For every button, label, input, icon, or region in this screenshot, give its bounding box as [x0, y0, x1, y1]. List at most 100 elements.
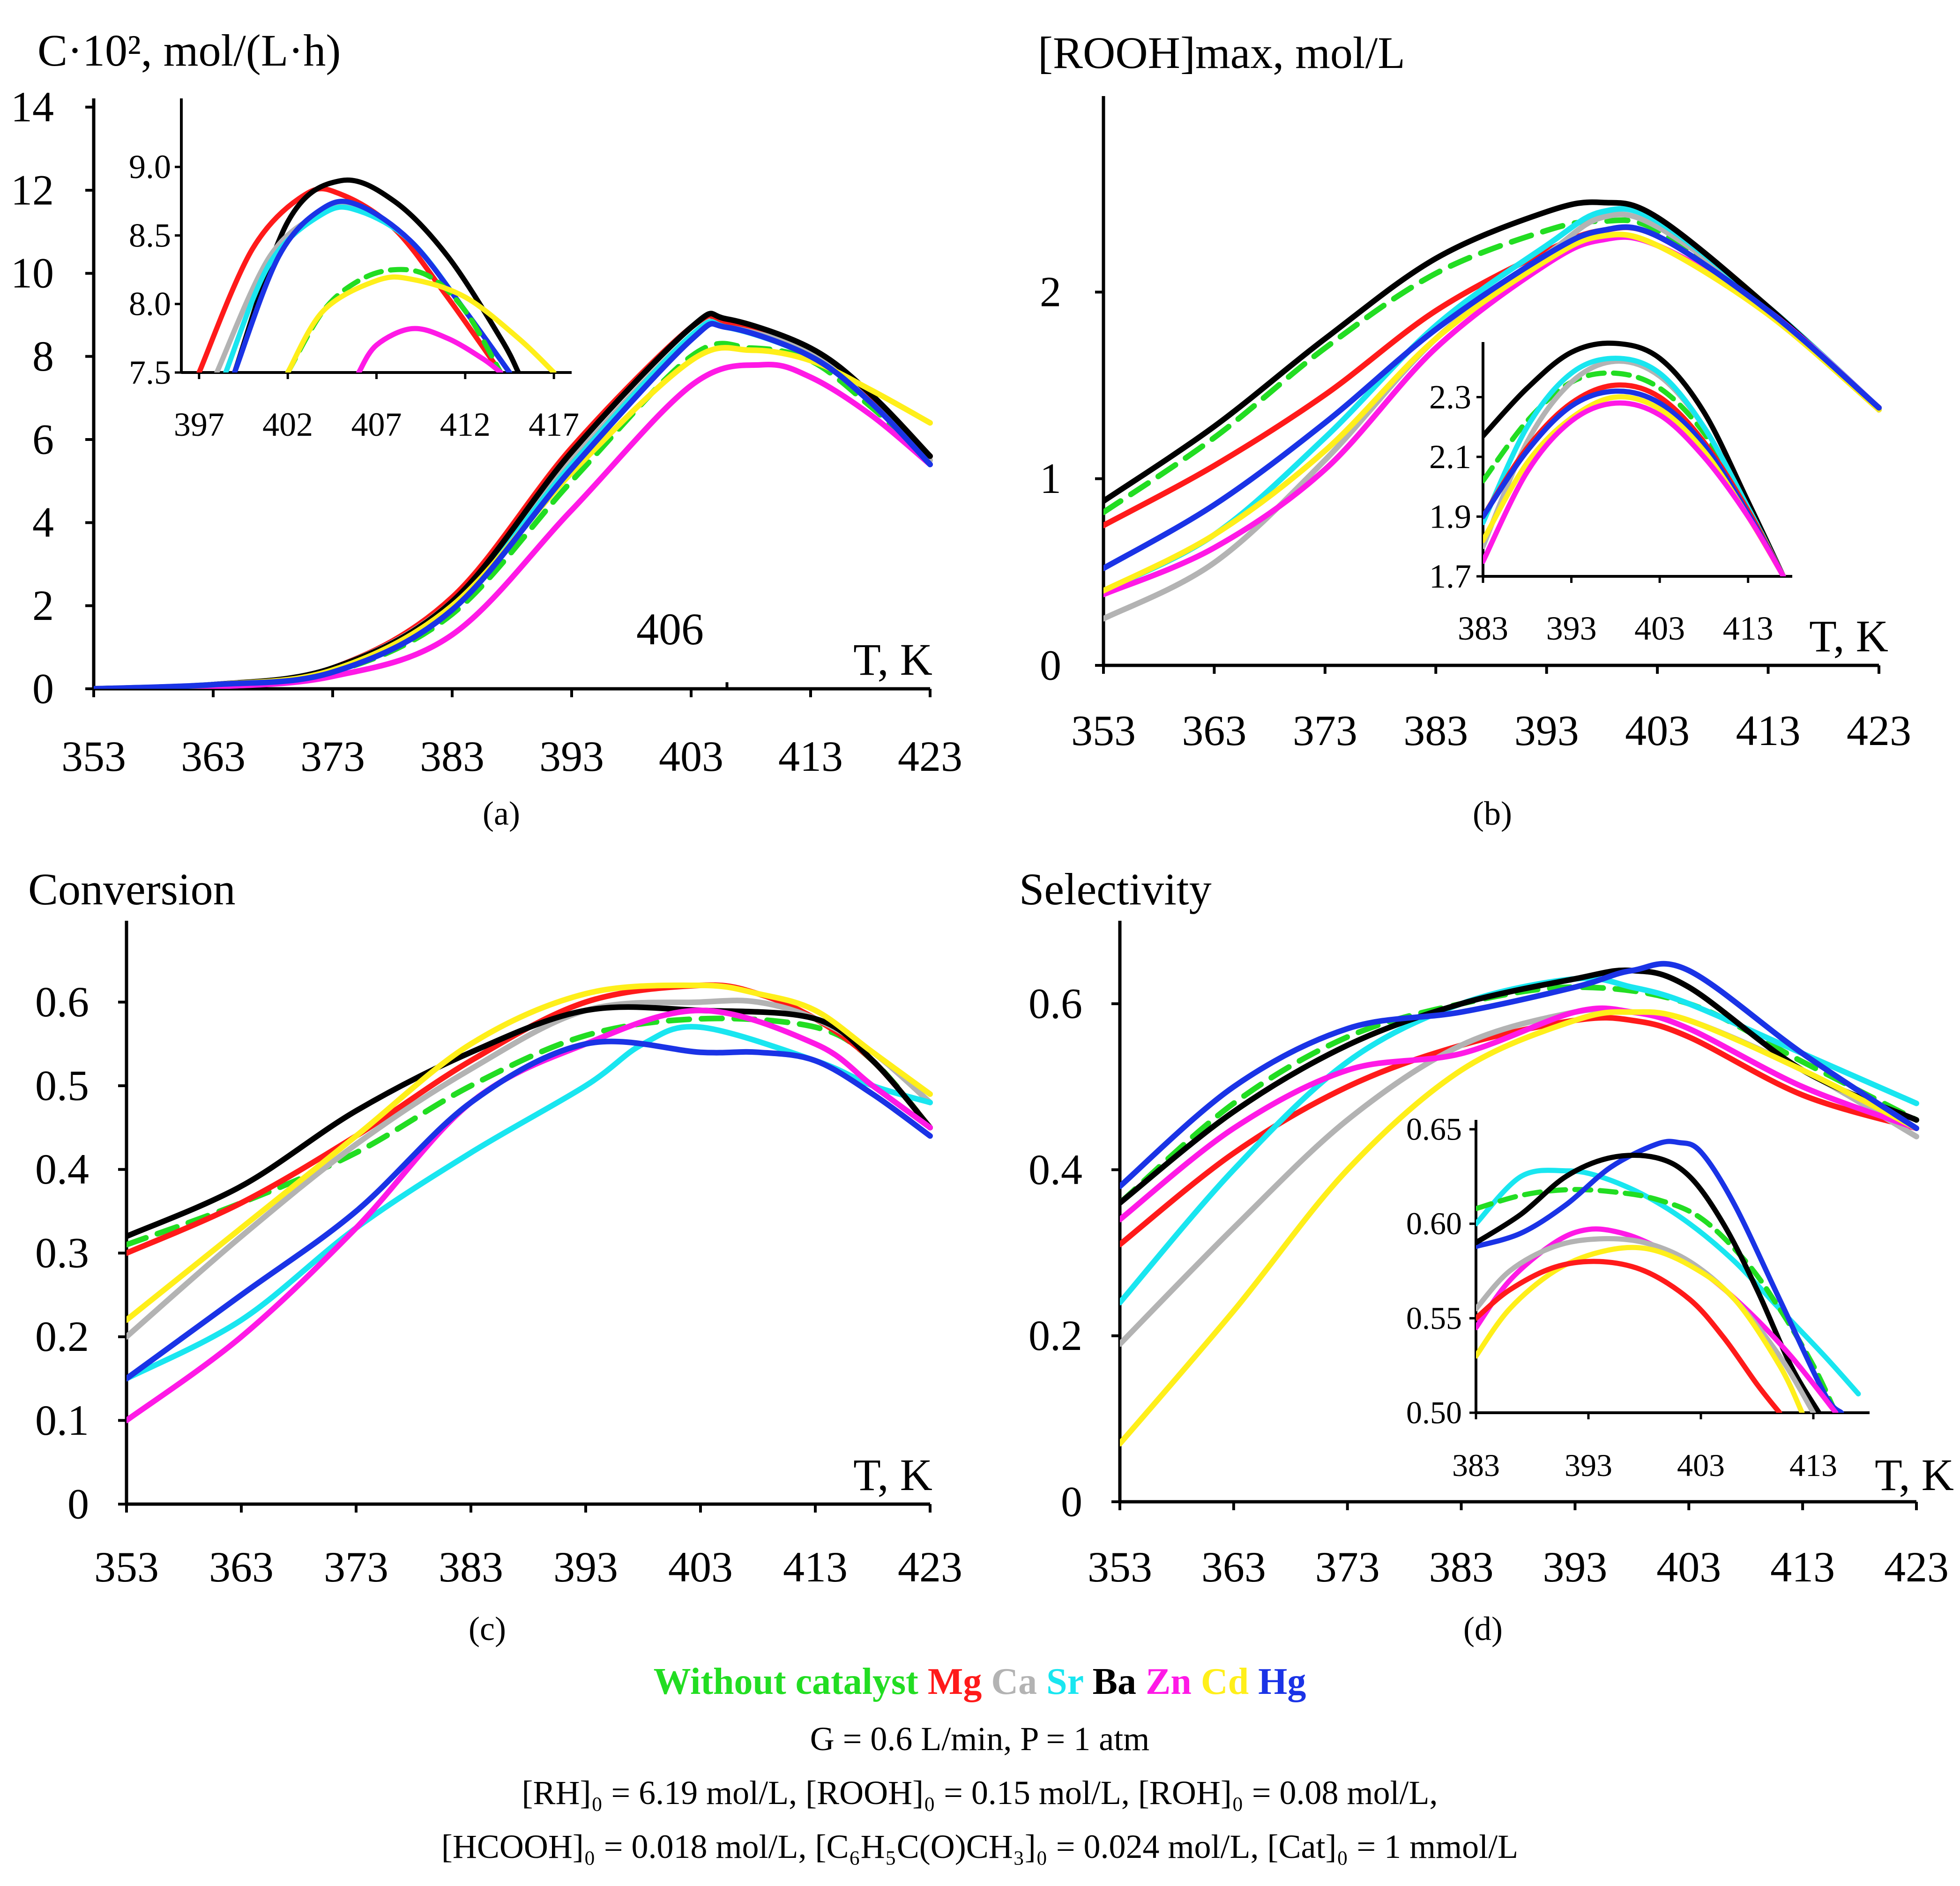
- panel-a-ylabel: C·10², mol/(L·h): [37, 25, 341, 75]
- panel-a-ytick-label: 4: [32, 499, 54, 546]
- panel-c-xtick-label: 383: [439, 1543, 503, 1591]
- panel-a-ytick-label: 8: [32, 332, 54, 380]
- panel-b-ytick-label: 2: [1040, 268, 1061, 316]
- panel-a-series-group: [94, 311, 933, 689]
- conditions-line-1: G = 0.6 L/min, P = 1 atm: [810, 1720, 1150, 1758]
- panel-a-inset-ytick-label: 8.0: [129, 285, 171, 323]
- panel-b-inset-series-group: [1483, 340, 1786, 576]
- panel-a-xtick-label: 423: [898, 732, 962, 780]
- panel-a-xtick-label: 383: [420, 732, 484, 780]
- panel-d-ytick-label: 0.2: [1028, 1312, 1082, 1359]
- panel-c-plot: 0 0.1 0.2 0.3 0.4 0.5 0.6 353 363 373 383 393 403 413…: [35, 921, 962, 1591]
- panel-b-inset-series-ba: [1483, 340, 1786, 576]
- panel-b-xtick-label: 393: [1514, 707, 1579, 754]
- panel-d-inset-ytick-label: 0.50: [1406, 1394, 1462, 1430]
- panel-c-series-hg: [127, 1038, 933, 1382]
- panel-a-xlabel: T, K: [853, 634, 932, 685]
- panel-b-series-mg: [1103, 224, 1882, 529]
- panel-c-ytick-label: 0.1: [35, 1396, 89, 1444]
- panel-b-series-ca: [1103, 211, 1882, 622]
- panel-d-inset-series-ba: [1476, 1152, 1822, 1413]
- panel-d-inset-series-group: [1476, 1139, 1861, 1413]
- panel-c-xlabel: T, K: [853, 1450, 932, 1500]
- panel-a-inset-xtick-label: 397: [174, 406, 224, 443]
- panel-c-series-group: [127, 982, 933, 1424]
- panel-d-ytick-label: 0.4: [1028, 1146, 1082, 1193]
- panel-c-xtick-label: 363: [209, 1543, 274, 1591]
- panel-a-inset: 7.5 8.0 8.5 9.0 397 402 407 412 417: [129, 98, 579, 443]
- panel-b-inset-xtick-label: 393: [1546, 610, 1597, 647]
- panel-c-xtick-label: 373: [324, 1543, 388, 1591]
- panel-d-xtick-label: 363: [1201, 1543, 1266, 1591]
- panel-d-inset-xtick-label: 383: [1452, 1447, 1500, 1483]
- panel-d-series-ba: [1120, 967, 1919, 1206]
- panel-b-label: (b): [1473, 795, 1512, 832]
- panel-d-inset-series-ca: [1476, 1236, 1816, 1413]
- panel-d-ylabel: Selectivity: [1019, 864, 1212, 914]
- panel-c-ytick-label: 0.3: [35, 1229, 89, 1277]
- panel-a-annotation-406: 406: [636, 604, 704, 654]
- panel-c-xtick-label: 423: [898, 1543, 962, 1591]
- panel-a-ytick-label: 2: [32, 581, 54, 629]
- panel-b-inset-xtick-label: 413: [1723, 610, 1774, 647]
- panel-d-xtick-label: 403: [1656, 1543, 1721, 1591]
- panel-a-inset-xtick-label: 402: [262, 406, 313, 443]
- panel-d-inset-series-mg: [1476, 1259, 1782, 1413]
- panel-d-xtick-label: 423: [1884, 1543, 1949, 1591]
- panel-d-series-group: [1120, 961, 1919, 1446]
- panel-d-inset-series-sr: [1476, 1168, 1861, 1397]
- panel-c-series-without-catalyst: [127, 1015, 933, 1248]
- panel-c-ytick-label: 0.5: [35, 1062, 89, 1110]
- panel-d-label: (d): [1463, 1610, 1503, 1647]
- panel-d-inset-series-hg: [1476, 1139, 1844, 1413]
- legend-item-ba: Ba: [1083, 1661, 1136, 1702]
- panel-d-inset-ytick-label: 0.60: [1406, 1206, 1462, 1241]
- panel-a-ytick-label: 12: [11, 166, 54, 214]
- panel-d-xtick-label: 413: [1770, 1543, 1835, 1591]
- panel-a-series-cd: [94, 345, 933, 689]
- panel-b-inset-ytick-label: 2.1: [1429, 438, 1471, 476]
- panel-a-plot: 0 2 4 6 8 10 12 14 353 363 373 383 393 403 413 423: [11, 83, 962, 780]
- panel-a-xtick-label: 403: [659, 732, 723, 780]
- panel-d-inset-ytick-label: 0.55: [1406, 1300, 1462, 1336]
- panel-a-ytick-label: 14: [11, 83, 54, 131]
- panel-d-xtick-label: 383: [1429, 1543, 1494, 1591]
- panel-a-ytick-label: 10: [11, 249, 54, 297]
- legend-item-without-catalyst: Without catalyst: [654, 1661, 919, 1702]
- panel-b-xtick-label: 373: [1293, 707, 1357, 754]
- legend-item-sr: Sr: [1037, 1661, 1083, 1702]
- panel-c-series-cd: [127, 982, 933, 1323]
- panel-b-inset-series-zn: [1483, 400, 1786, 576]
- panel-a-series-without-catalyst: [94, 341, 933, 689]
- panel-c-series-ca: [127, 998, 933, 1340]
- panel-b-inset-ytick-label: 1.7: [1429, 558, 1471, 595]
- panel-a-xtick-label: 373: [300, 732, 365, 780]
- panel-d-inset-xtick-label: 393: [1565, 1447, 1612, 1483]
- panel-a-inset-series-cd: [285, 274, 557, 373]
- panel-b-series-ba: [1103, 199, 1882, 504]
- panel-d-inset-xtick-label: 403: [1677, 1447, 1725, 1483]
- panel-a-xtick-label: 413: [778, 732, 843, 780]
- panel-a-inset-ytick-label: 8.5: [129, 216, 171, 254]
- legend: Without catalyst Mg Ca Sr Ba Zn Cd Hg: [654, 1661, 1306, 1702]
- conditions-line-2: [RH]₀ = 6.19 mol/L, [ROOH]₀ = 0.15 mol/L…: [522, 1774, 1438, 1811]
- panel-a-inset-xtick-label: 417: [529, 406, 579, 443]
- panel-d-inset: 0.50 0.55 0.60 0.65 383 393 403 413: [1406, 1111, 1870, 1483]
- panel-c-ytick-label: 0.2: [35, 1312, 89, 1360]
- panel-b-xtick-label: 403: [1625, 707, 1690, 754]
- panel-d-plot: 0 0.2 0.4 0.6 353 363 373 383 393 403 413 423: [1028, 921, 1949, 1591]
- panel-b-xtick-label: 413: [1736, 707, 1801, 754]
- panel-b: [ROOH]max, mol/L T, K (b) 0 1 2 353 363 373 38…: [1038, 28, 1911, 832]
- panel-b-ytick-label: 1: [1040, 455, 1061, 502]
- panel-a-ytick-label: 0: [32, 664, 54, 712]
- panel-c: Conversion T, K (c) 0 0.1 0.2 0.3 0.4 0.5 0.6 3…: [28, 864, 962, 1647]
- panel-a-xtick-label: 393: [539, 732, 604, 780]
- panel-b-xtick-label: 363: [1182, 707, 1246, 754]
- panel-d-xlabel: T, K: [1875, 1450, 1954, 1500]
- panel-a-inset-series-group: [196, 177, 557, 373]
- panel-b-series-hg: [1103, 224, 1882, 571]
- legend-item-ca: Ca: [982, 1661, 1037, 1702]
- panel-c-xtick-label: 403: [668, 1543, 733, 1591]
